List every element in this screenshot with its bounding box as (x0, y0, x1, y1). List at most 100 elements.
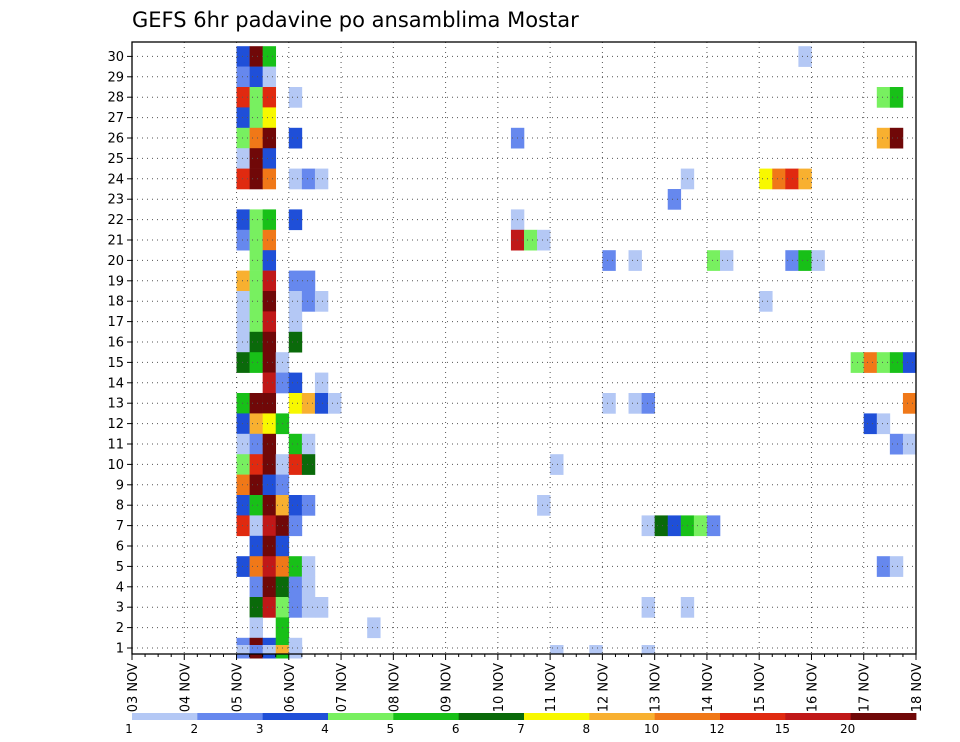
heatmap-cell (876, 127, 891, 149)
heatmap-cell (236, 556, 250, 577)
heatmap-cell (249, 46, 263, 67)
heatmap-cell (249, 209, 263, 231)
heatmap-cell (249, 229, 263, 251)
heatmap-cell (236, 393, 250, 414)
colorbar-swatch (524, 713, 590, 720)
y-tick-label: 27 (107, 111, 124, 126)
x-tick-label: 06 NOV (283, 663, 298, 712)
colorbar-swatch (132, 713, 198, 720)
heatmap-cell (902, 393, 917, 414)
heatmap-cell (798, 46, 812, 67)
heatmap-cell (262, 107, 277, 129)
y-tick-label: 1 (116, 642, 124, 657)
colorbar-swatch (589, 713, 656, 720)
heatmap-cell (236, 311, 250, 333)
y-tick-label: 11 (107, 438, 124, 453)
heatmap-cell (328, 393, 342, 414)
heatmap-cell (876, 413, 891, 435)
y-tick-label: 25 (107, 152, 124, 167)
heatmap-cell (236, 66, 250, 88)
heatmap-cell (863, 413, 878, 435)
heatmap-cell (236, 107, 250, 129)
heatmap-cell (249, 127, 263, 149)
heatmap-cell (902, 352, 917, 373)
x-tick-label: 12 NOV (596, 663, 611, 712)
colorbar-label: 8 (583, 722, 591, 736)
heatmap-cell (262, 474, 277, 496)
heatmap-cell (288, 645, 303, 655)
heatmap-cell (641, 393, 655, 414)
heatmap-cell (262, 168, 277, 190)
heatmap-cell (262, 597, 277, 618)
x-tick-label: 07 NOV (335, 663, 350, 712)
y-tick-label: 3 (116, 601, 124, 616)
heatmap-cell (288, 209, 303, 231)
y-tick-label: 15 (107, 356, 124, 371)
chart-title: GEFS 6hr padavine po ansamblima Mostar (132, 8, 579, 32)
heatmap-cell (314, 372, 329, 394)
heatmap-cell (262, 250, 277, 271)
heatmap-cell (249, 107, 263, 129)
heatmap-cell (628, 393, 642, 414)
heatmap-cell (367, 617, 381, 639)
colorbar-swatch (262, 713, 329, 720)
colorbar-label: 10 (644, 722, 659, 736)
heatmap-cell (262, 495, 277, 516)
heatmap-cell (288, 127, 303, 149)
y-tick-label: 13 (107, 397, 124, 412)
heatmap-cell (236, 87, 250, 108)
heatmap-cell (288, 393, 303, 414)
colorbar-swatch (850, 713, 917, 720)
heatmap-cell (667, 515, 682, 537)
y-tick-label: 17 (107, 315, 124, 330)
heatmap-cell (236, 148, 250, 169)
heatmap-cell (249, 433, 263, 455)
heatmap-cell (288, 597, 303, 618)
heatmap-cell (798, 168, 812, 190)
heatmap-cell (772, 168, 786, 190)
heatmap-cell (693, 515, 708, 537)
colorbar-label: 12 (709, 722, 724, 736)
heatmap-cell (236, 352, 250, 373)
heatmap-cell (301, 576, 316, 598)
x-tick-label: 04 NOV (178, 663, 193, 712)
y-tick-label: 28 (107, 91, 124, 106)
heatmap-cell (249, 515, 263, 537)
heatmap-cell (236, 46, 250, 67)
heatmap-cell (288, 556, 303, 577)
heatmap-cell (301, 168, 316, 190)
heatmap-cell (863, 352, 878, 373)
grid-lines (132, 42, 916, 654)
heatmap-cell (262, 311, 277, 333)
colorbar-swatch (785, 713, 852, 720)
colorbar-label: 6 (452, 722, 460, 736)
heatmap-cell (550, 454, 564, 475)
x-tick-label: 03 NOV (126, 663, 141, 712)
heatmap-cell (641, 597, 655, 618)
heatmap-cell (314, 168, 329, 190)
y-tick-label: 21 (107, 234, 124, 249)
y-tick-label: 16 (107, 336, 124, 351)
heatmap-cell (262, 515, 277, 537)
heatmap-cell (249, 454, 263, 475)
y-tick-label: 20 (107, 254, 124, 269)
heatmap-cell (288, 331, 303, 353)
heatmap-cell (889, 352, 904, 373)
heatmap-cell (301, 556, 316, 577)
heatmap-cell (798, 250, 812, 271)
heatmap-cell (236, 433, 250, 455)
heatmap-cell (301, 393, 316, 414)
x-tick-label: 13 NOV (649, 663, 664, 712)
heatmap-cell (236, 270, 250, 292)
heatmap-cell (236, 168, 250, 190)
heatmap-cell (314, 393, 329, 414)
heatmap-cell (759, 291, 773, 312)
heatmap-cell (262, 229, 277, 251)
heatmap-cell (249, 311, 263, 333)
x-axis: 03 NOV 04 NOV 05 NOV 06 NOV 07 NOV 08 NOV 09 N… (126, 654, 925, 712)
y-tick-label: 26 (107, 132, 124, 147)
heatmap-cell (249, 576, 263, 598)
heatmap-cell (249, 66, 263, 88)
x-tick-label: 05 NOV (231, 663, 246, 712)
